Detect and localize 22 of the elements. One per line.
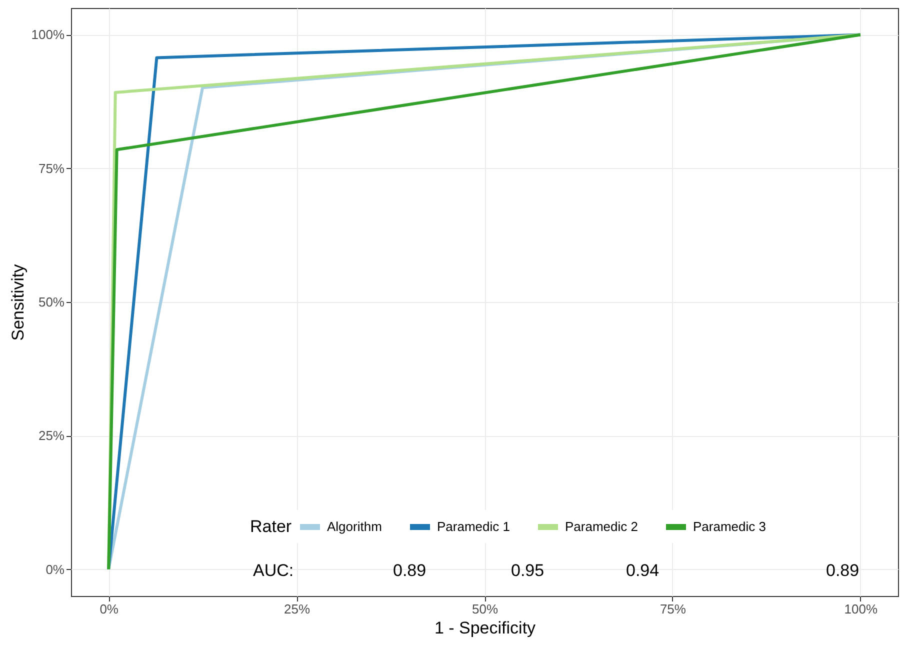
annotation: 0.94 (626, 561, 660, 580)
y-axis-title: Sensitivity (8, 264, 28, 341)
legend-label: Paramedic 2 (565, 519, 638, 534)
y-tick-label: 75% (38, 160, 65, 176)
y-tick-label: 100% (31, 27, 65, 42)
x-tick-label: 50% (472, 602, 498, 616)
annotation: 0.89 (826, 561, 860, 580)
annotation: AUC: (253, 561, 294, 580)
annotation: 0.89 (393, 561, 426, 580)
x-tick-label: 25% (284, 602, 310, 616)
legend-label: Paramedic 1 (437, 519, 510, 534)
y-tick-label: 50% (38, 294, 65, 310)
legend-label: Paramedic 3 (693, 519, 766, 534)
x-axis-title: 1 - Specificity (434, 618, 536, 638)
x-tick-label: 100% (844, 602, 878, 616)
y-tick-label: 0% (46, 562, 65, 577)
x-tick-label: 75% (660, 602, 686, 616)
legend-label: Algorithm (327, 519, 382, 534)
x-tick-label: 0% (100, 602, 119, 616)
legend-title: Rater (250, 517, 292, 536)
annotation: 0.95 (511, 561, 544, 580)
y-tick-label: 25% (38, 428, 65, 444)
